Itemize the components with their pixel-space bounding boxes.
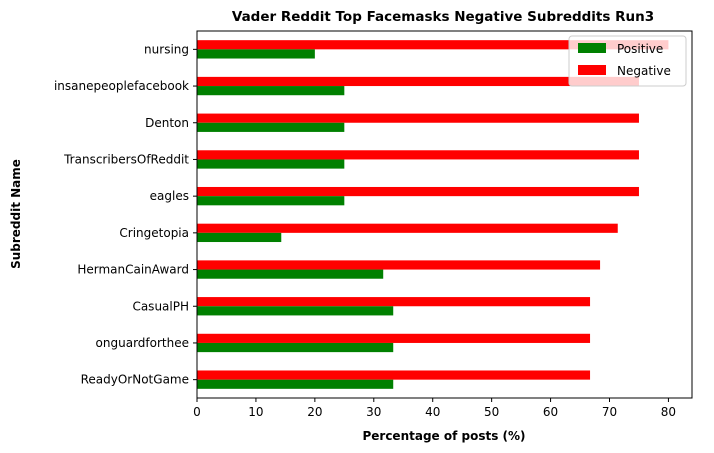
x-tick-label: 40 [425,405,440,419]
bar-negative-cringetopia [197,223,618,233]
chart-title: Vader Reddit Top Facemasks Negative Subr… [232,9,654,25]
bars-group [197,40,669,389]
x-axis-label: Percentage of posts (%) [362,429,525,443]
bar-negative-insanepeoplefacebook [197,76,639,87]
y-tick-label-transcribersofreddit: TranscribersOfReddit [63,152,189,166]
y-tick-label-casualph: CasualPH [132,299,189,313]
y-axis: nursing insanepeoplefacebook Denton Transcr… [54,42,197,387]
y-tick-label-readyornotgame: ReadyOrNotGame [81,373,189,387]
bar-negative-eagles [197,186,639,197]
x-tick-label: 50 [484,405,499,419]
bar-positive-denton [197,122,345,132]
x-tick-label: 30 [366,405,381,419]
x-tick-label: 70 [602,405,617,419]
legend-label-negative: Negative [617,64,671,78]
y-tick-label-nursing: nursing [144,42,189,56]
y-tick-label-denton: Denton [145,116,189,130]
bar-positive-transcribersofreddit [197,159,345,169]
y-tick-label-onguardforthee: onguardforthee [96,336,189,350]
bar-positive-readyornotgame [197,379,394,389]
bar-positive-nursing [197,49,315,59]
bar-negative-nursing [197,40,669,50]
y-tick-label-insanepeoplefacebook: insanepeoplefacebook [54,79,189,93]
y-tick-label-eagles: eagles [150,189,189,203]
bar-negative-casualph [197,297,591,307]
bar-positive-hermancainaward [197,269,384,279]
y-tick-label-hermancainaward: HermanCainAward [77,263,189,277]
bar-positive-cringetopia [197,232,282,243]
legend-swatch-positive [578,43,606,53]
y-axis-label: Subreddit Name [9,159,23,269]
bar-negative-onguardforthee [197,333,591,343]
plot-frame [196,30,693,399]
legend-label-positive: Positive [617,42,663,56]
bar-negative-hermancainaward [197,260,601,270]
x-tick-label: 60 [543,405,558,419]
bar-positive-eagles [197,196,345,206]
x-tick-label: 10 [248,405,263,419]
x-tick-label: 20 [307,405,322,419]
bar-negative-readyornotgame [197,370,591,380]
y-tick-label-cringetopia: Cringetopia [119,226,189,240]
legend-swatch-negative [578,65,606,75]
x-axis: 0 10 20 30 40 50 60 70 80 [193,398,676,419]
bar-positive-casualph [197,306,394,316]
bar-positive-insanepeoplefacebook [197,86,345,96]
bar-negative-denton [197,113,639,123]
bar-negative-transcribersofreddit [197,150,639,160]
legend: Positive Negative [568,35,687,87]
x-tick-label: 80 [661,405,676,419]
bar-positive-onguardforthee [197,342,394,353]
x-tick-label: 0 [193,405,201,419]
